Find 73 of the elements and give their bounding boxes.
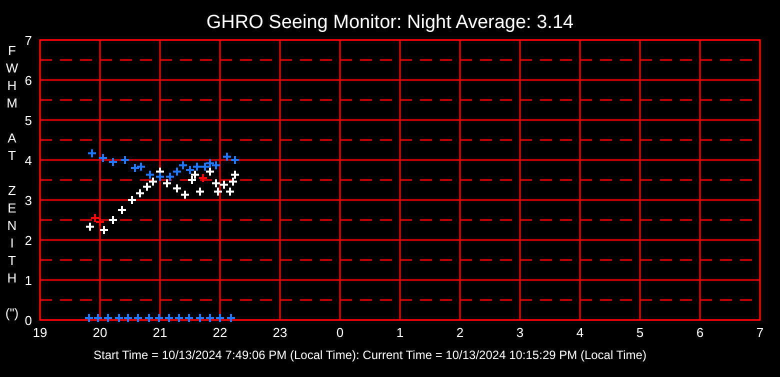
point	[172, 166, 182, 177]
point	[230, 155, 240, 165]
point	[120, 155, 130, 165]
y-tick-label: 2	[24, 233, 32, 248]
chart-title: GHRO Seeing Monitor: Night Average: 3.14	[206, 12, 574, 33]
x-tick-label: 7	[756, 325, 764, 340]
point	[230, 170, 240, 180]
y-tick-label: 6	[24, 73, 32, 88]
point	[114, 313, 124, 323]
point	[99, 225, 109, 235]
point	[84, 313, 94, 323]
point	[198, 173, 208, 183]
point	[133, 313, 143, 323]
point	[130, 163, 140, 173]
point	[222, 152, 232, 162]
x-tick-label: 20	[92, 325, 108, 340]
x-tick-label: 19	[32, 325, 48, 340]
point	[142, 182, 152, 192]
point	[184, 313, 194, 323]
x-tick-label: 3	[516, 325, 524, 340]
y-tick-label: 7	[24, 33, 32, 48]
point	[127, 195, 137, 205]
point	[87, 148, 97, 158]
point	[211, 178, 221, 188]
point	[93, 313, 103, 323]
x-tick-label: 22	[212, 325, 228, 340]
text: FWHM AT ZENITH (")	[5, 43, 19, 320]
x-tick-label: 6	[696, 325, 704, 340]
point	[136, 162, 146, 172]
point	[135, 188, 145, 198]
point	[205, 313, 215, 323]
point	[123, 313, 133, 323]
point	[164, 313, 174, 323]
point	[148, 176, 158, 187]
point	[144, 313, 154, 323]
x-tick-label: 1	[396, 325, 404, 340]
point	[226, 313, 236, 323]
y-tick-label: 3	[24, 193, 32, 208]
point	[205, 166, 215, 177]
point	[192, 162, 202, 172]
point	[108, 215, 118, 225]
point	[190, 170, 200, 180]
point	[195, 313, 205, 323]
point	[195, 186, 205, 197]
point	[145, 170, 155, 180]
point	[172, 183, 182, 194]
point	[187, 175, 197, 185]
y-tick-label: 1	[24, 273, 32, 288]
x-tick-label: 21	[152, 325, 168, 340]
point	[117, 205, 127, 215]
x-tick-label: 23	[272, 325, 288, 340]
point	[98, 153, 108, 163]
y-tick-label: 0	[24, 313, 32, 328]
x-tick-label: 4	[576, 325, 584, 340]
point	[200, 162, 210, 172]
point	[108, 157, 118, 167]
point	[215, 313, 225, 323]
x-tick-label: 0	[336, 325, 344, 340]
y-tick-label: 5	[24, 113, 32, 128]
point	[180, 190, 190, 200]
x-tick-label: 5	[636, 325, 644, 340]
y-tick-label: 4	[24, 153, 32, 168]
point	[155, 172, 165, 182]
point	[228, 176, 238, 187]
point	[162, 178, 172, 188]
point	[154, 313, 164, 323]
point	[213, 186, 223, 197]
point	[85, 222, 95, 232]
text: Start Time = 10/13/2024 7:49:06 PM (Local Time): Current Time = 10/13/2024 10:15:29 PM (Local Time)	[94, 348, 646, 362]
point	[103, 313, 113, 323]
x-tick-label: 2	[456, 325, 464, 340]
point	[174, 313, 184, 323]
point	[165, 172, 175, 182]
